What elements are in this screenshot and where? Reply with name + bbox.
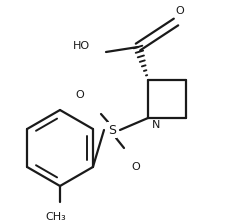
Text: O: O <box>175 6 184 16</box>
Text: O: O <box>75 90 84 100</box>
Text: S: S <box>108 123 115 137</box>
Text: O: O <box>131 162 140 172</box>
Text: N: N <box>151 120 160 130</box>
Text: CH₃: CH₃ <box>45 212 66 222</box>
Text: HO: HO <box>73 41 90 51</box>
